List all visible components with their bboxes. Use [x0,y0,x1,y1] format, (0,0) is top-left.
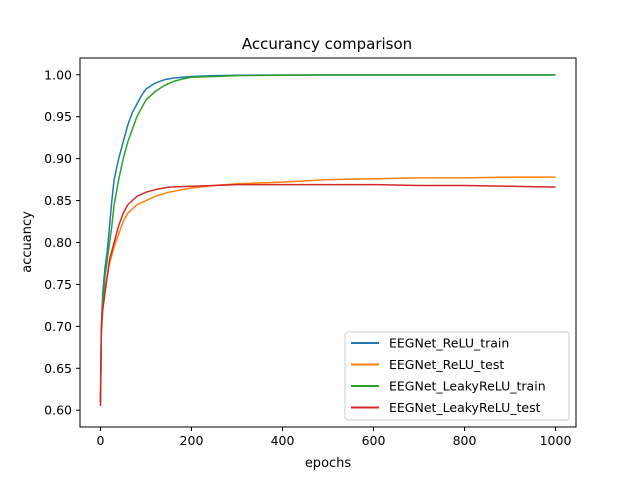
x-tick-label: 600 [362,433,386,448]
x-tick-label: 800 [453,433,477,448]
y-tick-label: 0.80 [44,235,72,250]
chart-title: Accurancy comparison [242,35,412,53]
y-axis-label: accuancy [20,211,35,273]
y-tick-label: 0.60 [44,403,72,418]
x-axis-label: epochs [305,456,352,471]
series-line-2 [99,74,556,402]
legend: EEGNet_ReLU_train EEGNet_ReLU_test EEGNet_… [344,331,570,421]
y-tick-label: 0.85 [44,193,72,208]
legend-label: EEGNet_LeakyReLU_train [389,379,546,394]
x-tick-label: 200 [180,433,204,448]
y-tick-label: 0.70 [44,319,72,334]
y-tick-label: 0.95 [44,109,72,124]
legend-box [344,331,570,421]
y-tick-label: 0.65 [44,361,72,376]
legend-label: EEGNet_ReLU_train [389,336,509,351]
x-tick-label: 1000 [540,433,572,448]
y-tick-label: 0.75 [44,277,72,292]
y-tick-label: 0.90 [44,151,72,166]
legend-label: EEGNet_ReLU_test [389,357,504,372]
series-line-3 [99,183,556,407]
legend-label: EEGNet_LeakyReLU_test [389,400,541,415]
series-layer [99,74,556,407]
y-tick-label: 1.00 [44,67,72,82]
x-tick-label: 0 [97,433,105,448]
x-tick-label: 400 [271,433,295,448]
x-axis: 0 200 400 600 800 1000 [97,427,572,448]
y-axis: 0.60 0.65 0.70 0.75 0.80 0.85 0.90 0.95 1.00 [44,67,80,418]
